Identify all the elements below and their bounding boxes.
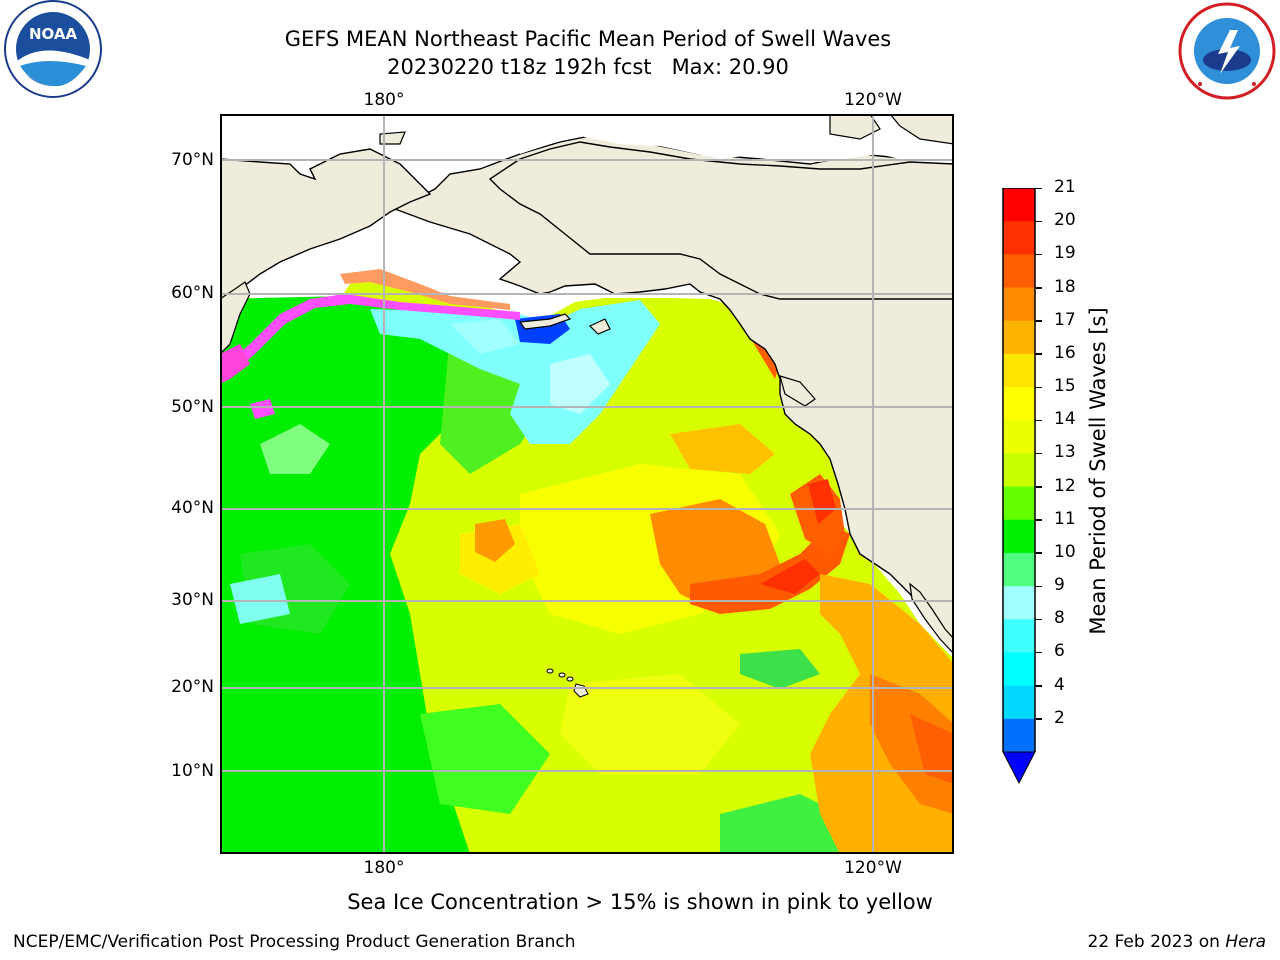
- colorbar-segment: [1003, 420, 1035, 454]
- footer-machine: Hera: [1225, 932, 1266, 952]
- colorbar-tick: [1036, 486, 1042, 488]
- colorbar-tick-label: 6: [1054, 641, 1065, 662]
- colorbar-tick: [1036, 585, 1042, 588]
- colorbar-tick-label: 12: [1054, 475, 1076, 496]
- colorbar-segment: [1003, 652, 1035, 687]
- colorbar: [1002, 188, 1036, 784]
- colorbar-tick-label: 9: [1054, 575, 1065, 596]
- colorbar-extend-triangle: [1002, 751, 1036, 784]
- map-panel: [220, 114, 954, 854]
- colorbar-segment: [1003, 221, 1035, 255]
- footer-date-text: 22 Feb 2023 on: [1087, 932, 1226, 952]
- noaa-logo-text: NOAA: [29, 25, 78, 43]
- colorbar-tick: [1036, 287, 1042, 289]
- colorbar-tick-label: 10: [1054, 541, 1076, 562]
- colorbar-segment: [1003, 718, 1035, 753]
- colorbar-label: Mean Period of Swell Waves [s]: [1086, 307, 1110, 635]
- colorbar-segment: [1003, 486, 1035, 521]
- colorbar-tick-label: 11: [1054, 508, 1076, 529]
- colorbar-tick-label: 8: [1054, 608, 1065, 629]
- colorbar-tick: [1036, 253, 1042, 256]
- lat-label-60n: 60°N: [171, 283, 214, 303]
- nws-logo: [1178, 2, 1276, 100]
- sea-ice-note: Sea Ice Concentration > 15% is shown in …: [347, 890, 933, 914]
- colorbar-tick-label: 19: [1054, 243, 1076, 264]
- lon-label-bottom-180: 180°: [363, 858, 405, 878]
- colorbar-tick-label: 15: [1054, 376, 1076, 397]
- colorbar-segment: [1003, 453, 1035, 488]
- colorbar-tick: [1036, 618, 1042, 621]
- colorbar-tick-label: 14: [1054, 409, 1076, 430]
- colorbar-tick: [1036, 552, 1042, 554]
- colorbar-segment: [1003, 188, 1035, 222]
- land-siberia: [220, 148, 432, 300]
- colorbar-segment: [1003, 353, 1035, 388]
- sea-ice-band: [220, 294, 520, 384]
- lon-label-top-120w: 120°W: [844, 90, 902, 110]
- colorbar-tick-label: 20: [1054, 210, 1076, 231]
- colorbar-segment: [1003, 685, 1035, 720]
- colorbar-tick: [1036, 452, 1042, 455]
- colorbar-tick: [1036, 220, 1042, 223]
- colorbar-tick: [1036, 718, 1042, 720]
- lat-label-40n: 40°N: [171, 498, 214, 518]
- colorbar-tick: [1036, 519, 1042, 521]
- colorbar-tick: [1036, 651, 1042, 654]
- colorbar-tick-label: 16: [1054, 342, 1076, 363]
- colorbar-tick: [1036, 419, 1042, 422]
- lon-label-bottom-120w: 120°W: [844, 858, 902, 878]
- colorbar-tick: [1036, 685, 1042, 687]
- orange-west-patch: [475, 519, 515, 562]
- lat-label-10n: 10°N: [171, 761, 214, 781]
- lat-label-70n: 70°N: [171, 150, 214, 170]
- colorbar-segment: [1003, 287, 1035, 322]
- colorbar-tick: [1036, 187, 1042, 189]
- colorbar-tick-label: 2: [1054, 707, 1065, 728]
- lat-label-30n: 30°N: [171, 590, 214, 610]
- chart-title-line2: 20230220 t18z 192h fcst Max: 20.90: [387, 55, 789, 79]
- colorbar-tick-label: 17: [1054, 309, 1076, 330]
- graticule: [220, 114, 954, 854]
- colorbar-tick: [1036, 353, 1042, 355]
- lon-label-top-180: 180°: [363, 90, 405, 110]
- colorbar-tick-label: 13: [1054, 442, 1076, 463]
- colorbar-segment: [1003, 552, 1035, 587]
- footer-branch: NCEP/EMC/Verification Post Processing Pr…: [13, 932, 576, 952]
- colorbar-tick-label: 4: [1054, 674, 1065, 695]
- colorbar-segment: [1003, 254, 1035, 289]
- colorbar-segment: [1003, 320, 1035, 355]
- colorbar-tick-label: 21: [1054, 177, 1076, 197]
- lat-label-20n: 20°N: [171, 677, 214, 697]
- colorbar-segment: [1003, 586, 1035, 620]
- colorbar-segment: [1003, 619, 1035, 653]
- red-swell-band: [690, 524, 850, 614]
- colorbar-tick-label: 18: [1054, 276, 1076, 297]
- colorbar-segment: [1003, 519, 1035, 554]
- colorbar-tick: [1036, 320, 1042, 322]
- colorbar-segment: [1003, 387, 1035, 421]
- colorbar-outline: [1002, 188, 1036, 752]
- colorbar-tick: [1036, 386, 1042, 389]
- land-alaska-north: [488, 141, 954, 300]
- lat-label-50n: 50°N: [171, 397, 214, 417]
- noaa-logo: NOAA: [2, 0, 104, 102]
- footer-date: 22 Feb 2023 on Hera: [1088, 932, 1266, 952]
- chart-title-line1: GEFS MEAN Northeast Pacific Mean Period …: [284, 27, 892, 51]
